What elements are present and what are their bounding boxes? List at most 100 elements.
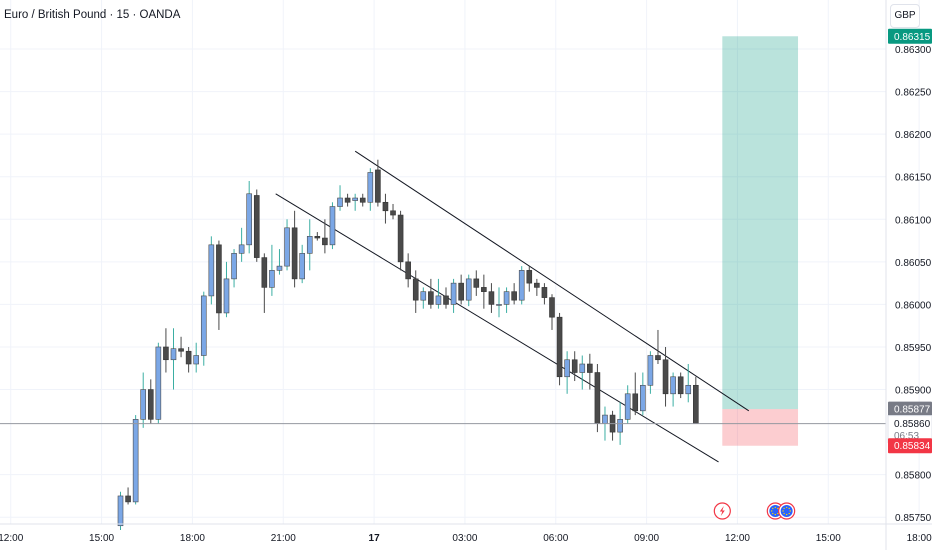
candle — [579, 355, 586, 390]
candle — [488, 283, 495, 313]
candle-body — [375, 169, 381, 203]
flag-star — [777, 507, 779, 510]
candle — [352, 193, 358, 211]
candle-body — [481, 287, 487, 292]
candle — [390, 203, 396, 220]
candle — [670, 372, 676, 407]
candle — [541, 283, 548, 305]
flag-star — [785, 513, 788, 516]
candle-body — [564, 359, 570, 378]
candle — [155, 342, 162, 424]
candle — [163, 328, 169, 373]
candle-body — [140, 389, 147, 420]
y-tick-label: 0.86250 — [895, 88, 932, 99]
chart-title: Euro / British Pound · 15 · OANDA — [4, 9, 181, 21]
candle-body — [337, 197, 343, 207]
candle — [125, 487, 131, 505]
candle-body — [253, 195, 260, 258]
y-tick-label: 0.86150 — [895, 173, 932, 184]
candle — [306, 219, 313, 271]
candle — [269, 244, 275, 296]
take-profit-tag: 0.86315 — [888, 28, 932, 44]
candle — [200, 291, 207, 366]
candle-body — [571, 359, 578, 373]
candle — [549, 294, 555, 330]
lightning-bolt — [719, 506, 725, 516]
x-tick-label: 12:00 — [0, 533, 24, 544]
candle — [367, 168, 374, 211]
last-price-value: 0.85860 — [894, 419, 931, 430]
candle — [382, 193, 389, 224]
y-tick-label: 0.86300 — [895, 45, 932, 56]
stop-loss-zone — [722, 409, 799, 446]
candle — [185, 346, 192, 373]
take-profit-tag-box — [888, 28, 932, 44]
candle — [208, 236, 215, 305]
candle — [587, 353, 593, 390]
candle-body — [132, 419, 139, 503]
x-tick-label: 15:00 — [816, 533, 841, 544]
candle-body — [465, 278, 472, 301]
candle — [359, 193, 366, 207]
flag-star — [777, 512, 779, 515]
take-profit-zone — [722, 36, 799, 410]
candle-body — [322, 237, 328, 246]
candle — [640, 372, 646, 416]
candle — [284, 219, 290, 271]
candle — [276, 249, 283, 275]
candle — [397, 210, 404, 271]
candle-body — [534, 282, 540, 288]
flag-star — [774, 513, 777, 516]
flag-star — [785, 506, 788, 509]
candle-body — [677, 376, 684, 395]
candle — [594, 364, 601, 433]
currency-button[interactable]: GBP — [890, 4, 920, 28]
candle-body — [223, 278, 230, 314]
candle — [662, 346, 669, 407]
candle — [534, 278, 540, 296]
flag-star — [772, 512, 774, 515]
candle — [193, 342, 199, 373]
candle-body — [231, 253, 237, 280]
candle-body — [420, 291, 427, 301]
candle — [223, 261, 230, 318]
candle-body — [299, 253, 305, 280]
candle — [450, 278, 457, 313]
flag-star — [788, 512, 790, 515]
candle-body — [511, 291, 517, 301]
x-tick-label: 15:00 — [89, 533, 114, 544]
uk-flag-event-icon — [778, 502, 796, 520]
candle-body — [503, 291, 510, 305]
candle-body — [624, 393, 631, 420]
candle-body — [496, 304, 502, 306]
flag-star — [772, 507, 774, 510]
candle — [481, 274, 487, 309]
candle — [435, 278, 442, 309]
candle — [375, 159, 381, 207]
candle-body — [269, 270, 275, 288]
lightning-event-icon — [713, 502, 731, 520]
candle-body — [556, 316, 563, 378]
candle-body — [405, 261, 411, 280]
candle — [314, 232, 321, 241]
x-tick-label: 03:00 — [452, 533, 477, 544]
candle-body — [117, 495, 124, 527]
candle-body — [216, 244, 222, 314]
candle-body — [640, 384, 646, 412]
candle-body — [147, 389, 154, 420]
candle-body — [632, 393, 639, 412]
candle-body — [208, 244, 215, 297]
candle-body — [344, 197, 351, 203]
flag-star — [782, 510, 784, 512]
candle-body — [443, 295, 449, 305]
flag-star — [788, 507, 790, 510]
candle-body — [352, 197, 358, 201]
candle-body — [155, 346, 162, 420]
candle-body — [261, 257, 268, 288]
candle — [465, 274, 472, 307]
x-tick-label: 18:00 — [180, 533, 205, 544]
candle — [556, 312, 563, 386]
